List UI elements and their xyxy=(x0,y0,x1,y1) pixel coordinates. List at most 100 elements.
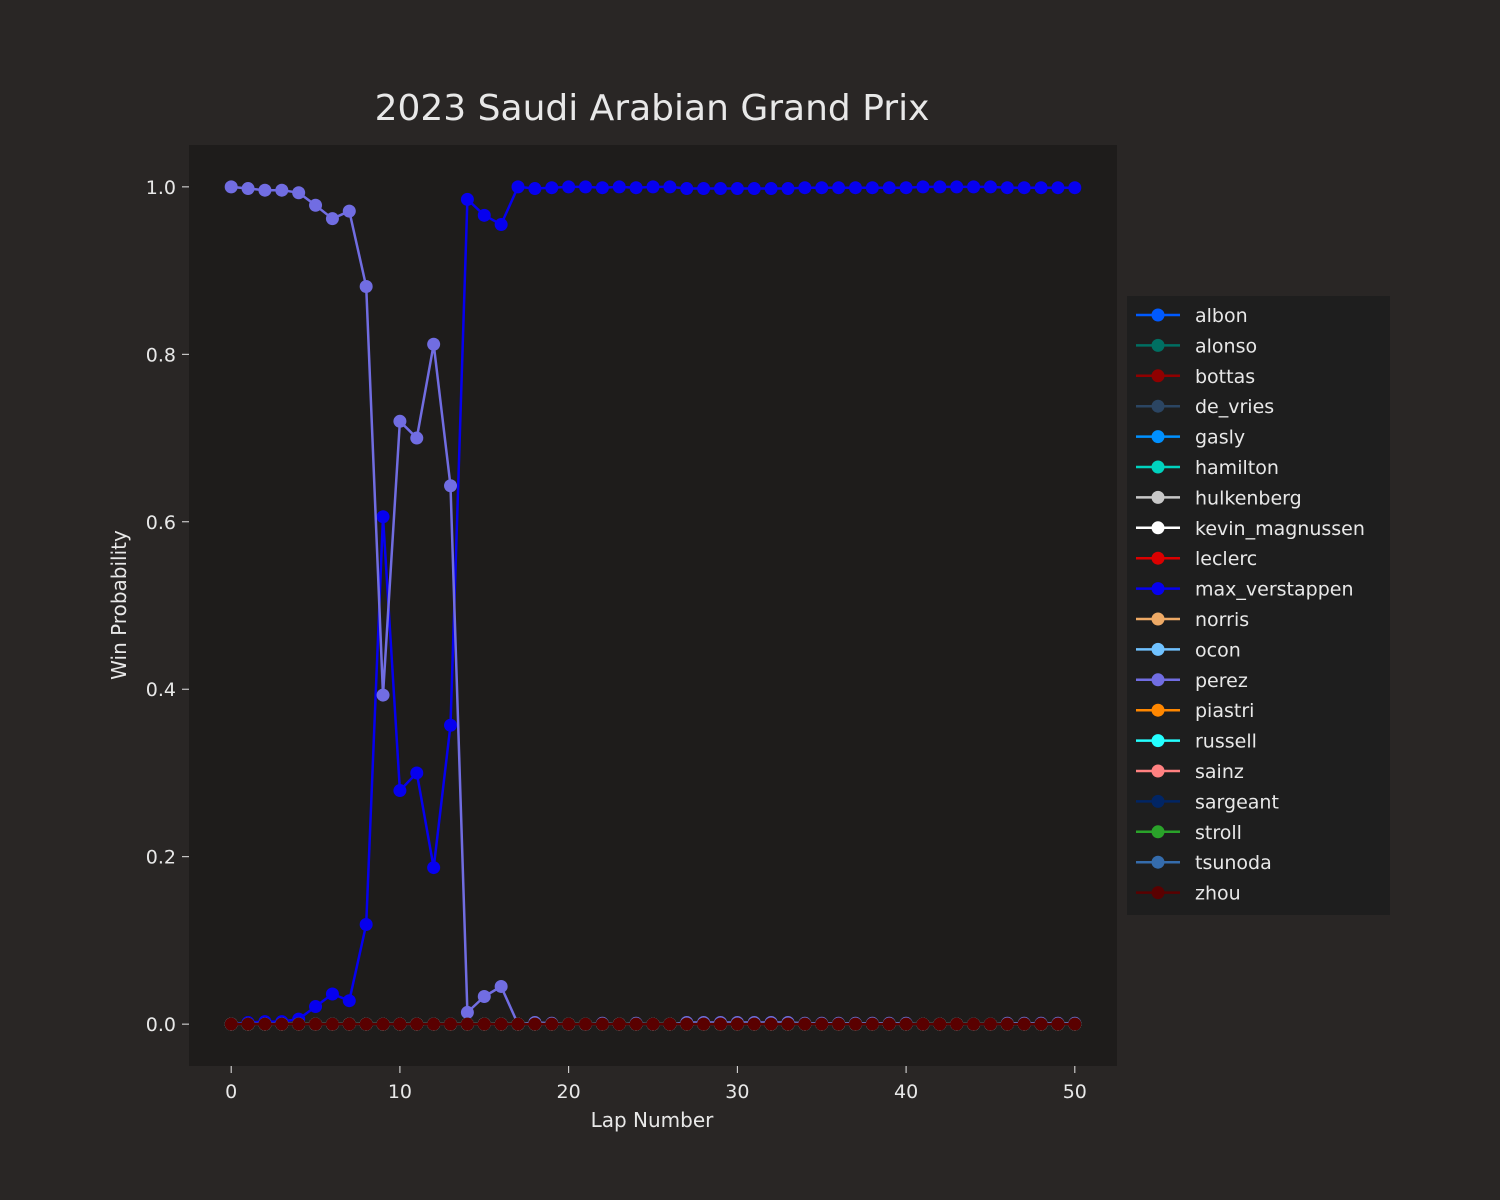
data-point xyxy=(832,181,846,195)
data-point xyxy=(460,1017,474,1031)
legend-label: albon xyxy=(1195,305,1248,327)
data-point xyxy=(477,990,491,1004)
x-tick-label: 0 xyxy=(225,1081,237,1103)
data-point xyxy=(342,994,356,1008)
data-point xyxy=(275,1017,289,1031)
legend-marker xyxy=(1151,794,1165,808)
legend-marker xyxy=(1151,460,1165,474)
data-point xyxy=(848,181,862,195)
legend-label: bottas xyxy=(1195,366,1255,388)
data-point xyxy=(1051,181,1065,195)
legend-marker xyxy=(1151,886,1165,900)
data-point xyxy=(629,181,643,195)
x-tick-label: 50 xyxy=(1063,1081,1087,1103)
data-point xyxy=(342,1017,356,1031)
legend-item-gasly: gasly xyxy=(1136,427,1245,449)
data-point xyxy=(410,766,424,780)
data-point xyxy=(325,987,339,1001)
data-point xyxy=(444,479,458,493)
data-point xyxy=(224,1017,238,1031)
legend-marker xyxy=(1151,612,1165,626)
data-point xyxy=(376,688,390,702)
data-point xyxy=(764,182,778,196)
legend-marker xyxy=(1151,521,1165,535)
data-point xyxy=(747,1017,761,1031)
data-point xyxy=(444,1017,458,1031)
legend-item-de_vries: de_vries xyxy=(1136,396,1274,418)
data-point xyxy=(562,180,576,194)
data-point xyxy=(882,181,896,195)
data-point xyxy=(680,1017,694,1031)
x-tick-label: 10 xyxy=(388,1081,412,1103)
data-point xyxy=(612,180,626,194)
data-point xyxy=(747,182,761,196)
data-point xyxy=(1017,181,1031,195)
legend-marker xyxy=(1151,490,1165,504)
data-point xyxy=(258,183,272,197)
legend-marker xyxy=(1151,764,1165,778)
data-point xyxy=(511,1017,525,1031)
data-point xyxy=(359,279,373,293)
data-point xyxy=(595,1017,609,1031)
data-point xyxy=(1068,181,1082,195)
legend-label: ocon xyxy=(1195,639,1241,661)
data-point xyxy=(376,510,390,524)
y-tick-label: 0.4 xyxy=(146,679,176,701)
data-point xyxy=(477,208,491,222)
legend-label: de_vries xyxy=(1195,396,1274,418)
legend-label: alonso xyxy=(1195,335,1257,357)
data-point xyxy=(899,1017,913,1031)
y-tick-label: 0.0 xyxy=(146,1014,176,1036)
legend-label: tsunoda xyxy=(1195,852,1272,874)
data-point xyxy=(292,186,306,200)
legend-item-russell: russell xyxy=(1136,731,1257,753)
legend-label: stroll xyxy=(1195,822,1242,844)
plot-area xyxy=(189,145,1117,1066)
legend-item-hamilton: hamilton xyxy=(1136,457,1279,479)
data-point xyxy=(224,180,238,194)
x-axis-label: Lap Number xyxy=(591,1108,715,1132)
legend-item-leclerc: leclerc xyxy=(1136,548,1257,570)
legend-label: norris xyxy=(1195,609,1249,631)
data-point xyxy=(865,1017,879,1031)
data-point xyxy=(494,218,508,232)
data-point xyxy=(882,1017,896,1031)
legend-marker xyxy=(1151,430,1165,444)
data-point xyxy=(764,1017,778,1031)
data-point xyxy=(1051,1017,1065,1031)
legend-item-max_verstappen: max_verstappen xyxy=(1136,579,1354,601)
data-point xyxy=(983,180,997,194)
legend-item-albon: albon xyxy=(1136,305,1248,327)
y-axis: 0.0 0.2 0.4 0.6 0.8 1.0 xyxy=(146,177,189,1036)
data-point xyxy=(832,1017,846,1031)
data-point xyxy=(595,181,609,195)
data-point xyxy=(848,1017,862,1031)
y-tick-label: 0.6 xyxy=(146,512,176,534)
data-point xyxy=(967,1017,981,1031)
data-point xyxy=(528,182,542,196)
legend-item-bottas: bottas xyxy=(1136,366,1255,388)
legend-label: sargeant xyxy=(1195,791,1279,813)
data-point xyxy=(579,180,593,194)
data-point xyxy=(967,180,981,194)
legend-item-stroll: stroll xyxy=(1136,822,1242,844)
legend-item-ocon: ocon xyxy=(1136,639,1241,661)
data-point xyxy=(713,182,727,196)
data-point xyxy=(325,1017,339,1031)
legend-label: zhou xyxy=(1195,883,1241,905)
data-point xyxy=(916,180,930,194)
legend-marker xyxy=(1151,734,1165,748)
data-point xyxy=(410,1017,424,1031)
data-point xyxy=(646,180,660,194)
x-tick-label: 40 xyxy=(894,1081,918,1103)
data-point xyxy=(376,1017,390,1031)
data-point xyxy=(680,182,694,196)
legend-marker xyxy=(1151,855,1165,869)
data-point xyxy=(275,183,289,197)
data-point xyxy=(241,182,255,196)
data-point xyxy=(460,1005,474,1019)
data-point xyxy=(579,1017,593,1031)
legend-item-kevin_magnussen: kevin_magnussen xyxy=(1136,518,1365,540)
